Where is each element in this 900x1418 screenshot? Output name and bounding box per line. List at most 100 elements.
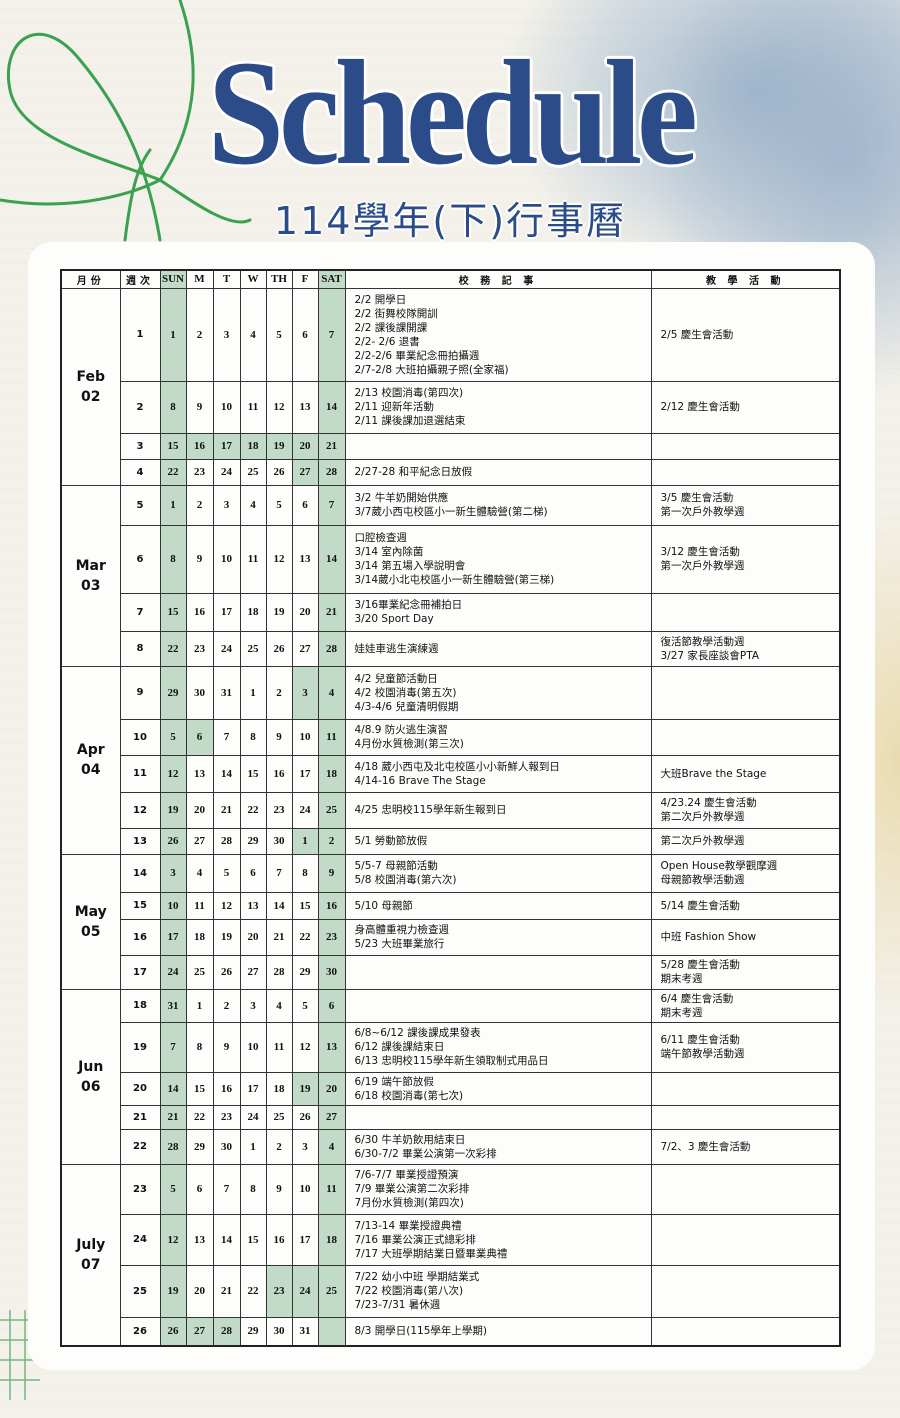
school-affair-item: 3/16畢業紀念冊補拍日 xyxy=(354,599,463,611)
school-affairs-cell xyxy=(344,988,652,1023)
day-cell: 17 xyxy=(159,918,187,956)
week-number: 20 xyxy=(119,1071,161,1106)
day-cell: 30 xyxy=(317,954,346,990)
day-cell: 31 xyxy=(291,1316,319,1347)
school-affairs-cell: 7/6-7/7 畢業授證預演 7/9 畢業公演第二次彩排 7月份水質檢測(第四次) xyxy=(344,1163,652,1215)
day-cell: 7 xyxy=(317,484,346,526)
month-name: Mar xyxy=(75,557,106,574)
day-cell: 25 xyxy=(317,791,346,829)
week-number: 1 xyxy=(119,287,161,382)
day-cell: 15 xyxy=(159,432,187,460)
day-cell: 31 xyxy=(212,665,241,720)
school-affair-item: 娃娃車逃生演練週 xyxy=(354,642,439,655)
day-cell: 23 xyxy=(265,1264,293,1318)
month-number: 04 xyxy=(81,762,101,778)
week-number: 8 xyxy=(119,630,161,667)
teaching-activities-cell xyxy=(650,432,841,460)
day-cell: 9 xyxy=(317,853,346,893)
month-number: 05 xyxy=(81,923,101,940)
week-row: Jun 06 18 31 1 2 3 4 5 6 6/4 慶生會活動 期末考週 xyxy=(60,988,841,1165)
teaching-activity-item: 2/5 慶生會活動 xyxy=(660,328,734,341)
day-cell: 25 xyxy=(239,630,267,667)
school-affairs-cell: 6/19 端午節放假 6/18 校園消毒(第七次) xyxy=(344,1071,652,1106)
day-cell: 11 xyxy=(317,1163,346,1215)
day-cell: 4 xyxy=(239,484,267,526)
day-cell: 14 xyxy=(265,891,293,920)
school-affairs-cell: 7/13-14 畢業授證典禮 7/16 畢業公演正式總彩排 7/17 大班學期結業日… xyxy=(344,1213,652,1266)
teaching-activity-item: Open House教學觀摩週 xyxy=(660,860,778,872)
school-affairs-cell: 4/18 葳小西屯及北屯校區小小新鮮人報到日 4/14-16 Brave The … xyxy=(344,754,652,793)
week-number: 6 xyxy=(119,524,161,594)
day-cell: 21 xyxy=(212,791,241,829)
day-cell: 8 xyxy=(159,380,187,434)
school-affairs-cell: 6/30 牛羊奶飲用結束日 6/30-7/2 畢業公演第一次彩排 xyxy=(344,1128,652,1165)
school-affairs-cell: 身高體重視力檢查週 5/23 大班畢業旅行 xyxy=(344,918,652,956)
week-row: 24 12 13 14 15 16 17 18 7/13-14 畢業授證典禮 7/16 畢業公演正… xyxy=(61,1213,841,1266)
day-cell: 5 xyxy=(159,1163,187,1215)
school-affairs-cell: 5/1 勞動節放假 xyxy=(344,827,652,855)
day-cell: 18 xyxy=(317,1213,346,1266)
day-cell: 18 xyxy=(239,592,267,632)
day-cell: 5 xyxy=(159,718,187,756)
day-cell: 29 xyxy=(239,827,267,855)
teaching-activities-cell: 2/12 慶生會活動 xyxy=(650,380,841,434)
day-cell: 17 xyxy=(212,592,241,632)
day-cell: 8 xyxy=(291,853,319,893)
school-affair-item: 6/8~6/12 課後課成果發表 xyxy=(354,1027,481,1039)
day-cell: 2 xyxy=(212,988,241,1023)
day-cell: 27 xyxy=(185,827,214,855)
day-cell: 13 xyxy=(185,754,214,793)
day-cell: 31 xyxy=(159,988,187,1023)
week-number: 10 xyxy=(119,718,161,756)
teaching-activities-cell xyxy=(650,1316,841,1347)
school-affair-item: 6/13 忠明校115學年新生領取制式用品日 xyxy=(354,1055,549,1067)
day-cell: 30 xyxy=(212,1128,241,1165)
school-affair-item: 3/14 室內除菌 xyxy=(354,546,424,558)
day-cell: 12 xyxy=(291,1021,319,1073)
week-row: 15 10 11 12 13 14 15 16 5/10 母親節 5/14 慶生會活動 xyxy=(61,891,841,920)
school-affairs-cell: 3/16畢業紀念冊補拍日 3/20 Sport Day xyxy=(344,592,652,632)
month-name: July xyxy=(76,1236,106,1253)
day-cell: 23 xyxy=(317,918,346,956)
school-affair-item: 口腔檢查週 xyxy=(354,532,408,544)
day-cell: 18 xyxy=(185,918,214,956)
teaching-activity-item: 5/28 慶生會活動 xyxy=(660,959,740,971)
school-affairs-cell: 4/2 兒童節活動日 4/2 校園消毒(第五次) 4/3-4/6 兒童清明假期 xyxy=(344,665,652,720)
day-cell: 25 xyxy=(317,1264,346,1318)
school-affair-item: 7月份水質檢測(第四次) xyxy=(354,1197,464,1209)
day-cell: 5 xyxy=(291,988,319,1023)
school-affair-item: 3/14 第五場入學說明會 xyxy=(354,560,466,572)
school-affair-item: 7/22 校園消毒(第八次) xyxy=(354,1285,464,1297)
day-cell: 6 xyxy=(317,988,346,1023)
school-affairs-cell: 口腔檢查週 3/14 室內除菌 3/14 第五場入學說明會 3/14葳小北屯校區小一新… xyxy=(344,524,652,594)
day-cell: 29 xyxy=(185,1128,214,1165)
day-cell: 20 xyxy=(185,1264,214,1318)
day-cell: 1 xyxy=(159,287,187,382)
column-header: 週次 xyxy=(119,269,161,289)
day-cell: 30 xyxy=(265,827,293,855)
day-cell: 20 xyxy=(317,1071,346,1106)
day-cell: 28 xyxy=(265,954,293,990)
day-cell: 16 xyxy=(265,754,293,793)
day-cell: 26 xyxy=(265,458,293,486)
day-cell: 24 xyxy=(239,1104,267,1130)
day-cell: 1 xyxy=(239,1128,267,1165)
day-cell: 23 xyxy=(185,630,214,667)
teaching-activities-cell xyxy=(650,1104,841,1130)
day-cell: 2 xyxy=(265,665,293,720)
day-cell: 30 xyxy=(185,665,214,720)
day-cell: 12 xyxy=(265,380,293,434)
day-cell: 23 xyxy=(185,458,214,486)
school-affair-item: 6/30-7/2 畢業公演第一次彩排 xyxy=(354,1147,497,1160)
school-affair-item: 7/23-7/31 暑休週 xyxy=(354,1299,441,1311)
week-row: 19 7 8 9 10 11 12 13 6/8~6/12 課後課成果發表 6/12 課後課結束日… xyxy=(61,1021,841,1073)
day-cell: 24 xyxy=(212,458,241,486)
day-cell: 8 xyxy=(239,1163,267,1215)
column-header: SAT xyxy=(317,269,346,289)
day-cell: 30 xyxy=(265,1316,293,1347)
school-affair-item: 4/25 忠明校115學年新生報到日 xyxy=(354,804,507,816)
day-cell: 1 xyxy=(185,988,214,1023)
week-number: 13 xyxy=(119,827,161,855)
school-affairs-cell: 2/13 校園消毒(第四次) 2/11 迎新年活動 2/11 課後課加退選結束 xyxy=(344,380,652,434)
teaching-activities-cell: 4/23.24 慶生會活動 第二次戶外教學週 xyxy=(650,791,841,829)
